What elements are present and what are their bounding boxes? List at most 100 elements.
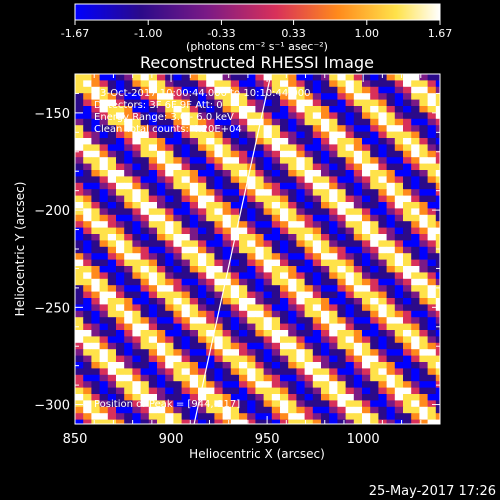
heatmap-cell xyxy=(116,80,125,88)
heatmap-cell xyxy=(157,112,166,120)
heatmap-cell xyxy=(263,298,273,305)
heatmap-cell xyxy=(91,240,100,248)
heatmap-cell xyxy=(165,387,174,395)
heatmap-cell xyxy=(296,125,305,132)
heatmap-cell xyxy=(99,330,109,337)
heatmap-cell xyxy=(329,176,338,184)
heatmap-cell xyxy=(132,374,141,382)
heatmap-cell xyxy=(353,86,363,94)
heatmap-cell xyxy=(321,272,330,280)
heatmap-cell xyxy=(165,291,174,299)
heatmap-cell xyxy=(99,323,109,331)
heatmap-cell xyxy=(75,374,84,382)
heatmap-cell xyxy=(370,253,379,260)
heatmap-cell xyxy=(124,112,133,120)
heatmap-cell xyxy=(296,323,305,331)
heatmap-cell xyxy=(75,310,84,318)
heatmap-cell xyxy=(148,74,158,81)
heatmap-cell xyxy=(99,163,109,171)
heatmap-cell xyxy=(271,400,281,408)
heatmap-cell xyxy=(91,189,100,196)
heatmap-cell xyxy=(345,221,355,228)
heatmap-cell xyxy=(271,163,281,171)
heatmap-cell xyxy=(198,182,207,190)
heatmap-cell xyxy=(419,285,428,292)
heatmap-cell xyxy=(271,195,281,203)
heatmap-cell xyxy=(427,176,437,184)
heatmap-cell xyxy=(206,298,215,305)
heatmap-cell xyxy=(304,112,314,120)
heatmap-cell xyxy=(230,163,240,171)
heatmap-cell xyxy=(329,253,338,260)
heatmap-cell xyxy=(280,259,289,267)
heatmap-cell xyxy=(427,170,437,177)
heatmap-cell xyxy=(189,170,199,177)
heatmap-cell xyxy=(83,99,92,107)
heatmap-cell xyxy=(394,400,404,408)
heatmap-cell xyxy=(411,150,420,158)
heatmap-cell xyxy=(427,74,437,81)
heatmap-cell xyxy=(91,278,100,286)
heatmap-cell xyxy=(198,112,207,120)
heatmap-cell xyxy=(329,362,338,369)
heatmap-cell xyxy=(337,278,346,286)
heatmap-cell xyxy=(280,330,289,337)
heatmap-cell xyxy=(124,259,133,267)
heatmap-cell xyxy=(132,387,141,395)
heatmap-cell xyxy=(83,342,92,350)
heatmap-cell xyxy=(75,259,84,267)
heatmap-cell xyxy=(362,291,371,299)
heatmap-cell xyxy=(247,368,256,376)
heatmap-cell xyxy=(378,394,387,401)
heatmap-cell xyxy=(353,189,363,196)
heatmap-cell xyxy=(263,272,273,280)
heatmap-cell xyxy=(353,221,363,228)
heatmap-cell xyxy=(427,400,437,408)
heatmap-cell xyxy=(222,336,232,344)
heatmap-cell xyxy=(329,202,338,209)
heatmap-cell xyxy=(75,150,84,158)
heatmap-cell xyxy=(321,349,330,356)
heatmap-cell xyxy=(370,138,379,145)
heatmap-cell xyxy=(329,86,338,94)
heatmap-cell xyxy=(116,99,125,107)
heatmap-cell xyxy=(206,221,215,228)
heatmap-cell xyxy=(378,86,387,94)
heatmap-cell xyxy=(116,368,125,376)
heatmap-cell xyxy=(230,221,240,228)
heatmap-cell xyxy=(140,131,150,139)
heatmap-cell xyxy=(198,125,207,132)
heatmap-cell xyxy=(239,150,248,158)
heatmap-cell xyxy=(271,266,281,273)
heatmap-cell xyxy=(206,99,215,107)
heatmap-cell xyxy=(304,342,314,350)
heatmap-cell xyxy=(107,355,117,363)
heatmap-cell xyxy=(394,387,404,395)
heatmap-cell xyxy=(312,227,322,235)
heatmap-cell xyxy=(271,86,281,94)
heatmap-cell xyxy=(91,144,100,152)
heatmap-cell xyxy=(91,112,100,120)
heatmap-cell xyxy=(304,234,314,241)
heatmap-cell xyxy=(91,176,100,184)
heatmap-cell xyxy=(288,317,297,324)
heatmap-cell xyxy=(419,240,428,248)
heatmap-cell xyxy=(312,176,322,184)
heatmap-cell xyxy=(271,80,281,88)
heatmap-cell xyxy=(419,182,428,190)
heatmap-cell xyxy=(321,291,330,299)
heatmap-cell xyxy=(116,189,125,196)
heatmap-cell xyxy=(165,125,174,132)
heatmap-cell xyxy=(189,99,199,107)
heatmap-cell xyxy=(124,253,133,260)
heatmap-cell xyxy=(132,131,141,139)
heatmap-cell xyxy=(362,310,371,318)
heatmap-cell xyxy=(214,304,223,312)
heatmap-cell xyxy=(247,163,256,171)
heatmap-cell xyxy=(148,131,158,139)
heatmap-cell xyxy=(230,387,240,395)
heatmap-cell xyxy=(189,112,199,120)
heatmap-cell xyxy=(181,189,191,196)
heatmap-cell xyxy=(296,406,305,414)
heatmap-cell xyxy=(321,189,330,196)
